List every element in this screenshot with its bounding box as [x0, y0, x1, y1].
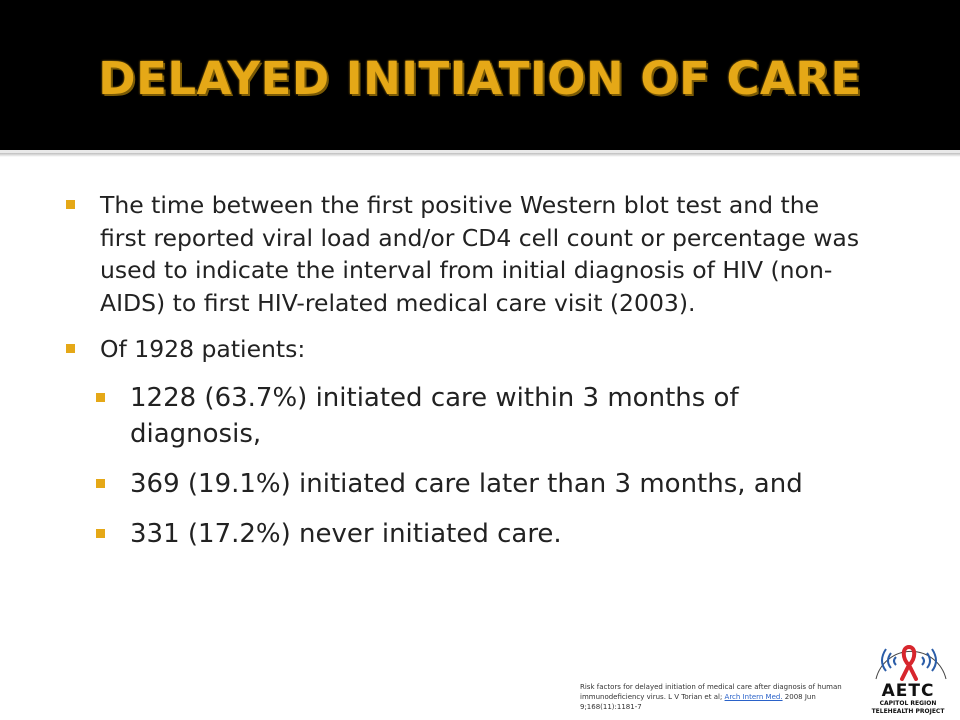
sub-bullet-item: 1228 (63.7%) initiated care within 3 mon…	[96, 380, 866, 452]
square-bullet-icon	[96, 392, 105, 402]
bullet-item: The time between the first positive West…	[66, 189, 866, 319]
logo-name: AETC	[881, 681, 935, 701]
square-bullet-icon	[66, 200, 75, 209]
logo-project: TELEHEALTH PROJECT	[871, 708, 945, 715]
title-divider-shadow	[0, 153, 960, 157]
sub-bullet-text: 369 (19.1%) initiated care later than 3 …	[130, 468, 803, 499]
aetc-logo: AETC CAPITOL REGION TELEHEALTH PROJECT	[862, 635, 960, 720]
citation-date: 2008 Jun 9;168(11):1181-7	[580, 693, 816, 711]
title-divider	[0, 150, 960, 153]
sub-bullet-item: 369 (19.1%) initiated care later than 3 …	[96, 466, 866, 502]
title-bar: DELAYED INITIATION OF CARE	[0, 0, 960, 150]
citation-journal-link[interactable]: Arch Intern Med.	[724, 693, 783, 701]
square-bullet-icon	[66, 344, 75, 353]
bullet-list: The time between the first positive West…	[66, 189, 866, 566]
bullet-text: The time between the first positive West…	[100, 191, 860, 317]
content-area: The time between the first positive West…	[0, 157, 960, 720]
logo-subtitle: CAPITOL REGION	[879, 700, 937, 707]
slide-title: DELAYED INITIATION OF CARE	[98, 52, 862, 105]
bullet-item: Of 1928 patients:	[66, 333, 866, 366]
square-bullet-icon	[96, 528, 105, 538]
citation-text: Risk factors for delayed initiation of m…	[580, 683, 842, 701]
square-bullet-icon	[96, 478, 105, 488]
sub-bullet-item: 331 (17.2%) never initiated care.	[96, 516, 866, 552]
bullet-text: Of 1928 patients:	[100, 335, 306, 363]
sub-bullet-text: 331 (17.2%) never initiated care.	[130, 518, 562, 549]
citation: Risk factors for delayed initiation of m…	[580, 682, 858, 712]
sub-bullet-text: 1228 (63.7%) initiated care within 3 mon…	[130, 382, 739, 449]
ribbon-waves-icon	[875, 645, 947, 681]
